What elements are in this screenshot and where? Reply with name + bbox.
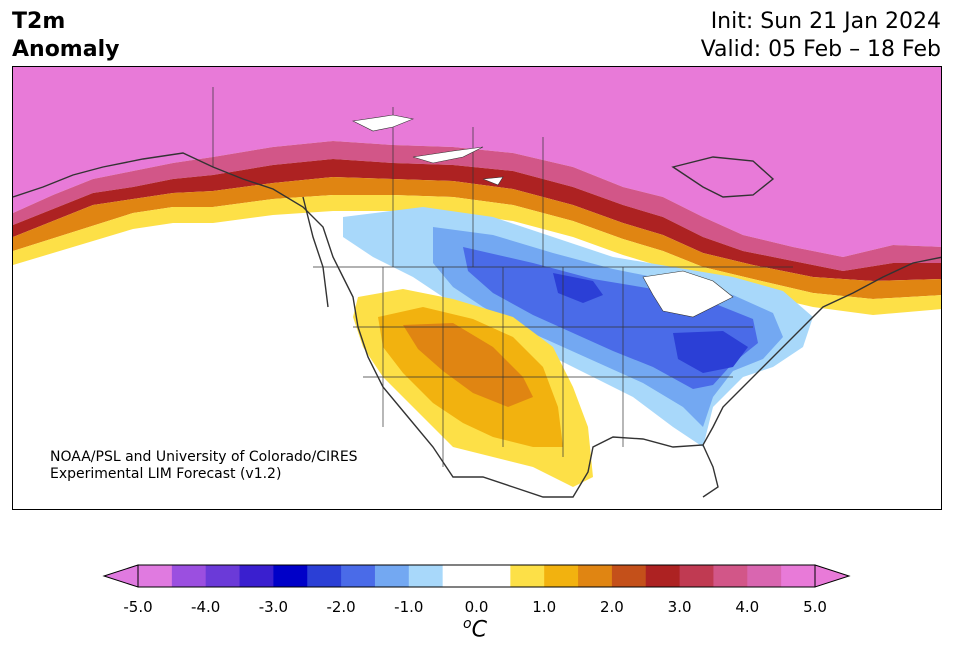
colorbar-tick-label: 3.0	[667, 598, 692, 616]
init-date: Init: Sun 21 Jan 2024	[710, 9, 941, 34]
colorbar-segment	[408, 565, 444, 587]
colorbar-segment	[544, 565, 579, 587]
colorbar-segment	[679, 565, 714, 587]
credit-line-1: NOAA/PSL and University of Colorado/CIRE…	[50, 449, 358, 465]
colorbar-tick-label: 1.0	[532, 598, 557, 616]
colorbar-min-arrow	[102, 564, 139, 588]
colorbar-unit: oC	[463, 616, 487, 642]
colorbar-tick-label: 2.0	[599, 598, 624, 616]
anomaly-region-deep-blue-north	[553, 273, 603, 303]
anomaly-region-rose	[13, 141, 941, 271]
colorbar-tick-label: 0.0	[464, 598, 489, 616]
lake-great-bear	[352, 114, 415, 132]
title-line-1: T2m	[12, 9, 66, 34]
colorbar-segment	[476, 565, 511, 587]
unit-degree: o	[463, 616, 472, 632]
unit-base: C	[471, 617, 487, 643]
map-canvas	[13, 67, 941, 509]
title-line-2: Anomaly	[12, 37, 120, 62]
colorbar-segment	[239, 565, 274, 587]
colorbar-segment	[747, 565, 782, 587]
colorbar-segment	[442, 565, 477, 587]
forecast-dates: Init: Sun 21 Jan 2024 Valid: 05 Feb – 18…	[701, 8, 941, 64]
colorbar-segment	[645, 565, 681, 587]
lake-great-slave	[412, 146, 484, 164]
colorbar-ticks: -5.0 -4.0 -3.0 -2.0 -1.0 0.0 1.0 2.0 3.0 4.0 5.0	[0, 598, 953, 618]
anomaly-map: NOAA/PSL and University of Colorado/CIRE…	[12, 66, 942, 510]
colorbar-tick-label: -5.0	[123, 598, 153, 616]
colorbar-segment	[171, 565, 207, 587]
colorbar-frame	[137, 564, 816, 588]
colorbar-segment	[578, 565, 613, 587]
colorbar-tick-label: -4.0	[191, 598, 221, 616]
lake-athabasca	[482, 176, 504, 186]
anomaly-region-orange	[13, 177, 941, 299]
colorbar-segments	[138, 565, 816, 587]
colorbar-segment	[307, 565, 342, 587]
credit-text: NOAA/PSL and University of Colorado/CIRE…	[50, 449, 358, 483]
colorbar-segment	[138, 565, 173, 587]
lakes	[352, 114, 734, 318]
valid-date: Valid: 05 Feb – 18 Feb	[700, 37, 941, 62]
colorbar-tick-label: 4.0	[735, 598, 760, 616]
colorbar-segment	[510, 565, 545, 587]
political-borders	[212, 87, 793, 467]
colorbar-segment	[341, 565, 376, 587]
colorbar-tick-label: -3.0	[258, 598, 289, 616]
great-lakes	[642, 270, 734, 318]
colorbar-segment	[713, 565, 748, 587]
anomaly-region-magenta	[13, 67, 941, 257]
colorbar-tick-label: 5.0	[803, 598, 827, 616]
map-title: T2m Anomaly	[12, 8, 119, 64]
coastlines	[13, 152, 941, 498]
credit-line-2: Experimental LIM Forecast (v1.2)	[50, 466, 282, 482]
colorbar-segment	[611, 565, 647, 587]
colorbar-segment	[205, 565, 241, 587]
colorbar	[102, 564, 851, 588]
colorbar-segment	[374, 565, 410, 587]
anomaly-region-orange-southwest	[403, 323, 533, 407]
anomaly-region-yellow-north	[13, 195, 941, 315]
anomaly-region-red	[13, 159, 941, 281]
colorbar-max-arrow	[814, 564, 851, 588]
colorbar-tick-label: -2.0	[326, 598, 356, 616]
anomaly-region-deep-blue-east	[673, 331, 748, 373]
colorbar-tick-label: -1.0	[394, 598, 424, 616]
colorbar-segment	[781, 565, 816, 587]
colorbar-segment	[273, 565, 308, 587]
